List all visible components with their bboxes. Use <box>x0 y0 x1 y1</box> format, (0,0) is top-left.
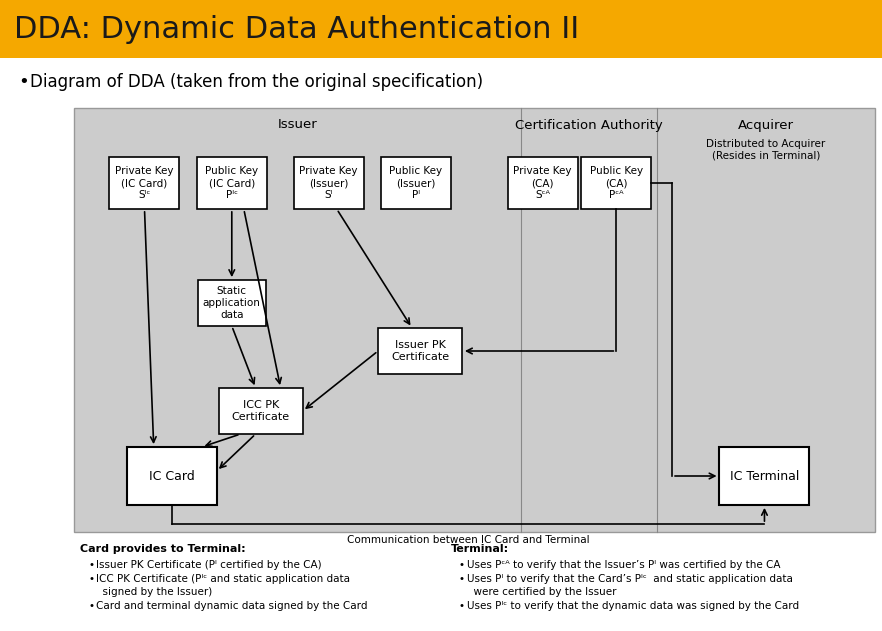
FancyBboxPatch shape <box>198 280 265 326</box>
Text: Certification Authority: Certification Authority <box>515 119 663 131</box>
Text: Private Key
(CA)
Sᶜᴬ: Private Key (CA) Sᶜᴬ <box>513 167 572 199</box>
Text: Private Key
(IC Card)
Sᴵᶜ: Private Key (IC Card) Sᴵᶜ <box>116 167 174 199</box>
FancyBboxPatch shape <box>378 328 462 374</box>
Text: Issuer PK
Certificate: Issuer PK Certificate <box>391 340 449 362</box>
Text: Card and terminal dynamic data signed by the Card: Card and terminal dynamic data signed by… <box>96 601 368 611</box>
FancyBboxPatch shape <box>109 157 180 209</box>
Text: Public Key
(Issuer)
Pᴵ: Public Key (Issuer) Pᴵ <box>390 167 443 199</box>
Text: were certified by the Issuer: were certified by the Issuer <box>467 587 617 597</box>
FancyBboxPatch shape <box>381 157 451 209</box>
Text: Uses Pᴵ to verify that the Card’s Pᴵᶜ  and static application data: Uses Pᴵ to verify that the Card’s Pᴵᶜ an… <box>467 574 793 584</box>
FancyBboxPatch shape <box>0 0 882 58</box>
Text: Uses Pᴵᶜ to verify that the dynamic data was signed by the Card: Uses Pᴵᶜ to verify that the dynamic data… <box>467 601 799 611</box>
Text: Diagram of DDA (taken from the original specification): Diagram of DDA (taken from the original … <box>30 73 483 91</box>
Text: Static
application
data: Static application data <box>203 286 261 319</box>
Text: •: • <box>88 574 94 584</box>
Text: signed by the Issuer): signed by the Issuer) <box>96 587 213 597</box>
FancyBboxPatch shape <box>720 447 810 505</box>
FancyBboxPatch shape <box>197 157 266 209</box>
Text: •: • <box>459 560 465 570</box>
Text: Public Key
(IC Card)
Pᴵᶜ: Public Key (IC Card) Pᴵᶜ <box>206 167 258 199</box>
FancyBboxPatch shape <box>294 157 363 209</box>
FancyBboxPatch shape <box>581 157 651 209</box>
Text: ICC PK
Certificate: ICC PK Certificate <box>232 400 289 422</box>
Text: •: • <box>88 560 94 570</box>
Text: Card provides to Terminal:: Card provides to Terminal: <box>80 544 245 554</box>
Text: Communication between IC Card and Terminal: Communication between IC Card and Termin… <box>347 535 589 545</box>
FancyBboxPatch shape <box>219 388 303 434</box>
Text: IC Terminal: IC Terminal <box>729 469 799 483</box>
Text: Private Key
(Issuer)
Sᴵ: Private Key (Issuer) Sᴵ <box>300 167 358 199</box>
Text: Issuer: Issuer <box>278 119 318 131</box>
Text: •: • <box>459 574 465 584</box>
Text: DDA: Dynamic Data Authentication II: DDA: Dynamic Data Authentication II <box>14 15 579 44</box>
FancyBboxPatch shape <box>74 108 875 532</box>
Text: •: • <box>459 601 465 611</box>
Text: •: • <box>88 601 94 611</box>
Text: ICC PK Certificate (Pᴵᶜ and static application data: ICC PK Certificate (Pᴵᶜ and static appli… <box>96 574 350 584</box>
Text: Issuer PK Certificate (Pᴵ certified by the CA): Issuer PK Certificate (Pᴵ certified by t… <box>96 560 322 570</box>
Text: IC Card: IC Card <box>149 469 195 483</box>
Text: Public Key
(CA)
Pᶜᴬ: Public Key (CA) Pᶜᴬ <box>590 167 643 199</box>
FancyBboxPatch shape <box>127 447 217 505</box>
Text: •: • <box>18 73 29 91</box>
Text: Uses Pᶜᴬ to verify that the Issuer’s Pᴵ was certified by the CA: Uses Pᶜᴬ to verify that the Issuer’s Pᴵ … <box>467 560 781 570</box>
Text: Acquirer: Acquirer <box>738 119 794 131</box>
Text: Terminal:: Terminal: <box>451 544 509 554</box>
Text: Distributed to Acquirer
(Resides in Terminal): Distributed to Acquirer (Resides in Term… <box>706 139 826 161</box>
FancyBboxPatch shape <box>507 157 578 209</box>
